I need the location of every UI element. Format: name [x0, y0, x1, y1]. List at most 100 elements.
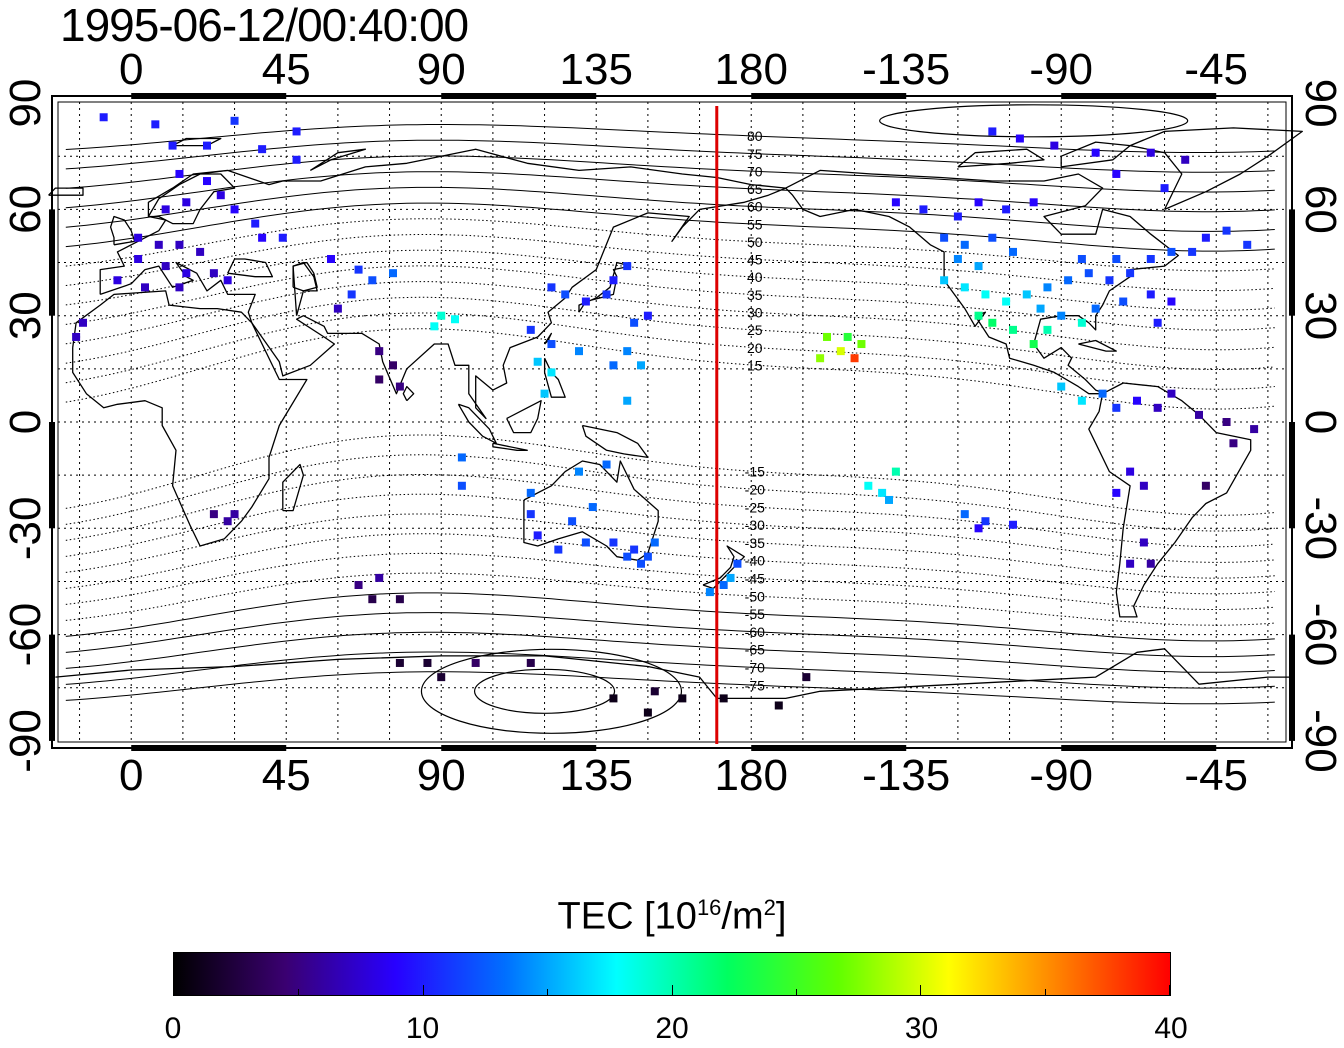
tec-station — [1126, 559, 1135, 568]
tec-station — [1229, 439, 1238, 448]
colorbar-tick-label: 10 — [405, 1012, 440, 1045]
contour-label: -30 — [745, 517, 765, 533]
tec-station — [1043, 283, 1052, 292]
contour-line — [65, 139, 1275, 173]
contour-line — [65, 552, 1275, 610]
tec-station — [1002, 205, 1011, 214]
coastline — [227, 258, 274, 278]
tec-station — [223, 276, 232, 285]
coastline — [147, 173, 236, 225]
contour-line — [65, 454, 1275, 532]
tec-station — [678, 694, 687, 703]
coastline — [702, 545, 745, 590]
tec-station — [175, 240, 184, 249]
tec-station — [389, 269, 397, 278]
tec-station — [526, 658, 535, 667]
contour-line — [65, 651, 1275, 689]
tec-station — [1222, 226, 1231, 235]
tec-station — [451, 315, 459, 324]
contour-label: -70 — [745, 660, 765, 676]
tec-station — [547, 368, 556, 377]
tec-station — [643, 311, 652, 320]
tec-station — [602, 290, 611, 299]
lon-tick-label-top: 180 — [715, 45, 788, 94]
lat-tick-label-left: 90 — [1, 79, 50, 128]
tec-station — [1064, 276, 1073, 285]
tec-station — [134, 233, 143, 242]
contour-line — [65, 493, 1275, 563]
tec-station — [1009, 520, 1017, 529]
contour-line — [65, 612, 1275, 658]
tec-station — [643, 708, 652, 717]
tec-station — [1091, 148, 1100, 157]
tec-station — [981, 290, 990, 299]
coastline — [309, 148, 367, 171]
coastline — [578, 261, 632, 313]
lat-tick-bar-left — [49, 634, 55, 741]
tec-station — [1036, 304, 1045, 313]
tec-station — [588, 503, 597, 512]
tec-station — [141, 283, 149, 292]
tec-station — [134, 255, 143, 263]
tec-station — [203, 141, 211, 150]
tec-station — [1167, 247, 1176, 256]
lat-tick-bar-left — [49, 422, 55, 529]
contour-label: -50 — [745, 588, 765, 604]
lat-tick-label-left: 60 — [1, 185, 50, 234]
tec-station — [437, 311, 446, 320]
tec-station — [151, 120, 160, 129]
coastline — [172, 137, 222, 147]
coastline — [282, 463, 305, 512]
tec-station — [347, 290, 356, 299]
tec-station — [526, 510, 535, 519]
tec-station — [389, 361, 397, 370]
contour-label: 80 — [747, 128, 763, 144]
lon-tick-label-top: -45 — [1184, 45, 1248, 94]
north-pole-contour — [879, 104, 1189, 138]
contour-line — [65, 234, 1275, 292]
tec-station — [1057, 382, 1066, 391]
contour-line — [65, 202, 1275, 252]
tec-station — [230, 510, 239, 519]
contour-label: 40 — [747, 269, 763, 285]
coastline — [457, 403, 497, 444]
tec-station — [1112, 403, 1121, 412]
tec-station — [623, 552, 632, 561]
tec-station — [719, 581, 728, 589]
tec-station — [533, 531, 542, 540]
contour-line — [65, 155, 1275, 193]
contour-label: 15 — [747, 357, 763, 373]
tec-station — [878, 488, 887, 497]
lon-tick-label-bottom: 45 — [262, 751, 311, 800]
tec-station — [940, 276, 949, 285]
tec-station — [630, 545, 639, 554]
contour-label: -40 — [745, 553, 765, 569]
tec-station — [623, 347, 632, 356]
tec-station — [1195, 410, 1203, 419]
lon-tick-label-top: 90 — [417, 45, 466, 94]
tec-station — [1160, 184, 1169, 193]
lat-tick-bar-right — [1289, 209, 1295, 316]
lon-tick-bar-top — [131, 93, 287, 99]
coastline — [523, 460, 659, 561]
contour-label: 65 — [747, 181, 763, 197]
tec-station — [1201, 233, 1210, 242]
tec-station — [1112, 488, 1121, 497]
south-pole-contour — [473, 668, 616, 714]
tec-station — [395, 382, 404, 391]
contour-line — [65, 572, 1275, 626]
lat-tick-label-left: -90 — [1, 709, 50, 773]
tec-station — [1222, 418, 1231, 426]
colorbar-tick-label: 30 — [904, 1012, 939, 1045]
tec-station — [885, 495, 893, 504]
lon-tick-label-top: 45 — [262, 45, 311, 94]
tec-station — [1139, 538, 1148, 547]
tec-station — [251, 219, 260, 228]
lat-tick-label-right: 90 — [1296, 79, 1344, 128]
tec-station — [1139, 481, 1148, 490]
contour-line — [65, 124, 1275, 153]
tec-station — [1029, 198, 1038, 207]
tec-station — [988, 318, 997, 327]
contour-line — [65, 312, 1275, 390]
